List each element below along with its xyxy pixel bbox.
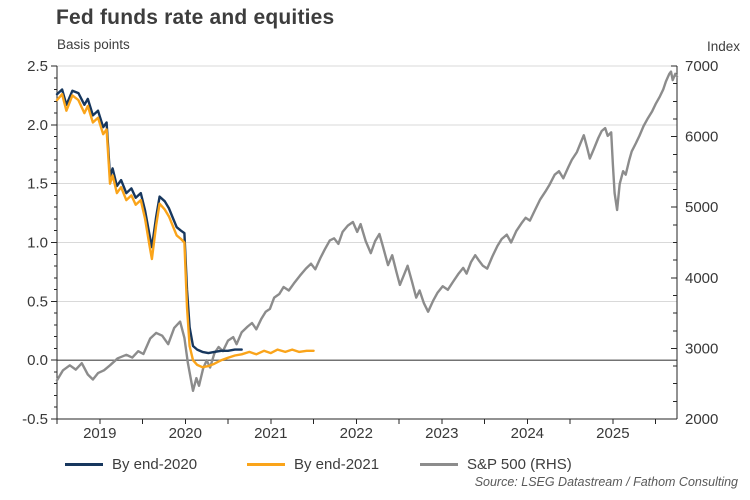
legend-item-sp500: S&P 500 (RHS) — [420, 456, 572, 473]
svg-text:2024: 2024 — [511, 425, 544, 442]
right-axis-title: Index — [706, 39, 740, 54]
svg-text:2025: 2025 — [596, 425, 629, 442]
legend-swatch-orange — [247, 463, 285, 466]
series-by-end-2020 — [55, 88, 243, 355]
legend-item-by-end-2020: By end-2020 — [65, 456, 197, 473]
svg-text:2.0: 2.0 — [27, 117, 48, 134]
legend-swatch-gray — [420, 463, 458, 466]
svg-text:2019: 2019 — [83, 425, 116, 442]
svg-text:-0.5: -0.5 — [22, 411, 48, 428]
legend-label: By end-2020 — [112, 456, 198, 473]
svg-text:2020: 2020 — [169, 425, 202, 442]
legend-swatch-navy — [65, 463, 103, 466]
chart-title: Fed funds rate and equities — [56, 6, 335, 29]
left-axis-title: Basis points — [57, 37, 130, 52]
source-note: Source: LSEG Datastream / Fathom Consult… — [474, 475, 738, 489]
legend-label: By end-2021 — [294, 456, 380, 473]
svg-text:2021: 2021 — [254, 425, 287, 442]
series-s-p-500-rhs- — [55, 70, 679, 392]
legend-item-by-end-2021: By end-2021 — [247, 456, 379, 473]
svg-text:4000: 4000 — [685, 270, 718, 287]
svg-text:6000: 6000 — [685, 129, 718, 146]
legend-label: S&P 500 (RHS) — [467, 456, 572, 473]
svg-text:1.5: 1.5 — [27, 176, 48, 193]
svg-text:7000: 7000 — [685, 58, 718, 75]
svg-text:2023: 2023 — [425, 425, 458, 442]
svg-text:2.5: 2.5 — [27, 58, 48, 75]
svg-text:0.0: 0.0 — [27, 352, 48, 369]
svg-text:3000: 3000 — [685, 340, 718, 357]
svg-text:2000: 2000 — [685, 411, 718, 428]
series-by-end-2021 — [55, 92, 315, 369]
svg-text:5000: 5000 — [685, 199, 718, 216]
svg-text:0.5: 0.5 — [27, 293, 48, 310]
svg-text:1.0: 1.0 — [27, 235, 48, 252]
svg-text:2022: 2022 — [340, 425, 373, 442]
